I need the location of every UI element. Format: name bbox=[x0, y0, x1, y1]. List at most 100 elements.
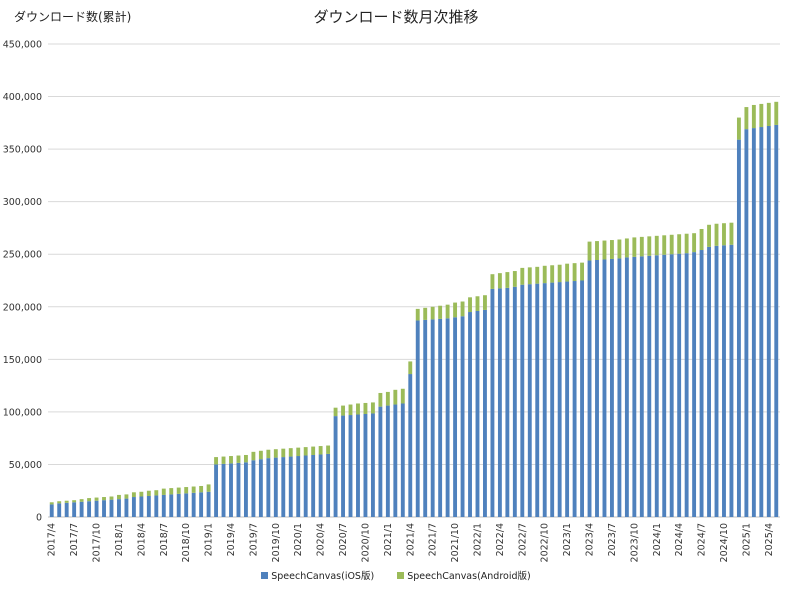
bar-ios bbox=[759, 127, 764, 517]
x-tick-label: 2023/7 bbox=[607, 523, 618, 556]
y-tick-label: 250,000 bbox=[3, 250, 42, 261]
x-tick-label: 2024/7 bbox=[697, 523, 708, 556]
bar-ios bbox=[408, 374, 413, 517]
bar-android bbox=[341, 405, 345, 416]
bar-android bbox=[602, 240, 607, 260]
bar-ios bbox=[654, 255, 659, 518]
bar-android bbox=[699, 228, 704, 251]
bar-android bbox=[744, 107, 749, 130]
bar-android bbox=[64, 500, 69, 503]
x-tick-label: 2025/4 bbox=[764, 523, 775, 556]
x-tick-label: 2017/4 bbox=[47, 523, 58, 556]
bar-android bbox=[639, 236, 644, 257]
bar-android bbox=[184, 487, 189, 494]
bar-ios bbox=[729, 244, 734, 518]
bar-android bbox=[378, 392, 383, 407]
bar-ios bbox=[423, 319, 428, 517]
bar-ios bbox=[460, 316, 465, 517]
bar-ios bbox=[453, 317, 458, 517]
bar-android bbox=[236, 455, 241, 463]
x-tick-label: 2025/1 bbox=[741, 523, 752, 556]
bar-ios bbox=[281, 457, 286, 517]
bar-android bbox=[505, 272, 510, 288]
bar-android bbox=[669, 234, 674, 255]
bar-ios bbox=[229, 463, 233, 517]
bar-ios bbox=[72, 502, 77, 517]
bar-ios bbox=[714, 245, 719, 517]
bar-ios bbox=[512, 286, 517, 517]
bar-ios bbox=[736, 139, 741, 517]
bar-ios bbox=[154, 495, 159, 517]
bar-android bbox=[497, 273, 502, 289]
bar-android bbox=[632, 237, 637, 257]
bar-ios bbox=[572, 281, 577, 517]
bar-ios bbox=[303, 455, 308, 517]
bar-ios bbox=[624, 257, 629, 517]
legend-swatch-ios bbox=[261, 571, 269, 579]
bar-android bbox=[453, 302, 458, 318]
bar-ios bbox=[221, 463, 226, 517]
bar-android bbox=[131, 492, 136, 498]
x-tick-label: 2021/7 bbox=[428, 523, 439, 556]
bar-android bbox=[617, 239, 622, 259]
x-tick-label: 2020/10 bbox=[360, 523, 371, 562]
bar-android bbox=[296, 447, 301, 457]
bar-ios bbox=[684, 253, 689, 517]
bar-ios bbox=[647, 255, 652, 517]
bar-android bbox=[550, 265, 555, 283]
legend-item-android: SpeechCanvas(Android版) bbox=[397, 568, 531, 582]
bar-android bbox=[415, 308, 420, 321]
bar-android bbox=[460, 301, 465, 317]
bar-android bbox=[408, 361, 413, 375]
bar-ios bbox=[161, 494, 166, 517]
bar-android bbox=[154, 490, 159, 496]
bar-ios bbox=[117, 499, 121, 517]
bar-android bbox=[595, 241, 599, 261]
bar-android bbox=[348, 404, 353, 416]
bar-android bbox=[146, 490, 151, 496]
bar-android bbox=[736, 117, 741, 140]
bar-android bbox=[557, 264, 562, 283]
bar-ios bbox=[326, 453, 331, 517]
bar-android bbox=[326, 445, 331, 454]
bar-ios bbox=[378, 406, 383, 517]
legend: SpeechCanvas(iOS版) SpeechCanvas(Android版… bbox=[0, 568, 792, 582]
bar-ios bbox=[497, 288, 502, 517]
x-tick-label: 2019/10 bbox=[271, 523, 282, 562]
bar-ios bbox=[258, 459, 263, 517]
bar-ios bbox=[527, 284, 532, 517]
bar-ios bbox=[251, 460, 256, 517]
bar-ios bbox=[751, 128, 756, 518]
bar-android bbox=[176, 487, 181, 494]
y-tick-label: 200,000 bbox=[3, 302, 42, 313]
bar-ios bbox=[475, 310, 480, 517]
bar-android bbox=[535, 266, 540, 284]
bar-ios bbox=[415, 320, 420, 517]
x-tick-label: 2018/4 bbox=[136, 523, 147, 556]
legend-item-ios: SpeechCanvas(iOS版) bbox=[261, 568, 374, 582]
x-tick-label: 2017/10 bbox=[92, 523, 103, 562]
bar-ios bbox=[722, 245, 726, 517]
bar-android bbox=[72, 500, 77, 503]
bar-android bbox=[191, 486, 196, 493]
bar-android bbox=[206, 484, 211, 492]
bar-ios bbox=[393, 404, 398, 517]
bar-android bbox=[572, 263, 577, 282]
bar-android bbox=[79, 499, 84, 502]
bar-android bbox=[430, 306, 435, 320]
bar-ios bbox=[580, 280, 585, 517]
bar-android bbox=[117, 494, 121, 500]
bar-ios bbox=[483, 309, 487, 517]
bar-android bbox=[139, 491, 144, 497]
bar-ios bbox=[236, 462, 241, 517]
x-tick-label: 2020/1 bbox=[293, 523, 304, 556]
x-tick-label: 2024/10 bbox=[719, 523, 730, 562]
bar-ios bbox=[363, 413, 368, 517]
bar-ios bbox=[311, 454, 316, 517]
bar-android bbox=[124, 494, 129, 499]
x-tick-label: 2022/7 bbox=[517, 523, 528, 556]
bar-ios bbox=[505, 287, 510, 517]
bar-ios bbox=[557, 282, 562, 517]
legend-swatch-android bbox=[397, 571, 405, 579]
